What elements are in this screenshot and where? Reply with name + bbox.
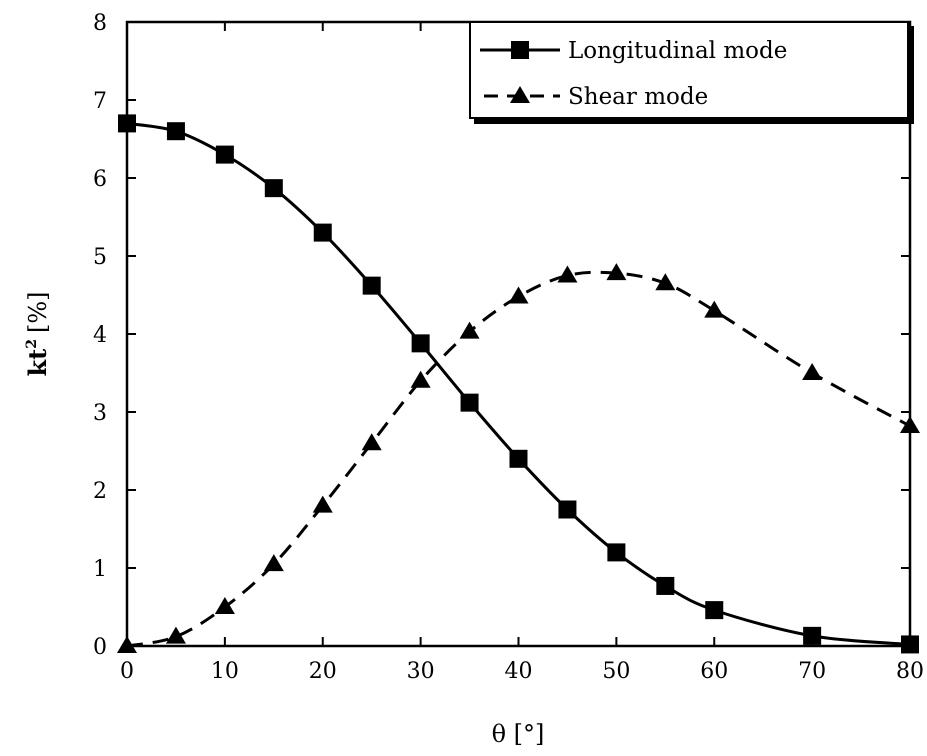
x-axis-title: θ [°] [492, 720, 545, 748]
data-point-triangle [410, 370, 431, 388]
data-point-square [901, 635, 919, 654]
data-point-square [656, 576, 675, 595]
data-point-square [362, 276, 381, 295]
data-point-square [411, 334, 430, 353]
data-point-triangle [361, 433, 382, 451]
y-tick-label: 2 [93, 479, 107, 504]
x-tick-label: 60 [700, 659, 728, 684]
series-longitudinal [118, 114, 919, 654]
legend-marker-shear [510, 86, 530, 103]
data-point-triangle [165, 626, 186, 644]
plot-area [125, 20, 912, 648]
legend-label-shear: Shear mode [568, 84, 708, 110]
data-point-triangle [900, 416, 920, 434]
x-tick-label: 30 [407, 659, 435, 684]
y-axis-title-superscript: 2 [24, 339, 40, 349]
y-tick-label: 0 [93, 635, 107, 660]
data-point-square [118, 114, 136, 133]
x-tick-label: 40 [505, 659, 533, 684]
data-point-square [166, 122, 185, 141]
data-point-triangle [459, 321, 480, 339]
data-point-triangle [606, 263, 627, 281]
x-axis-ticks: 0 10 20 30 40 50 60 70 80 [120, 22, 924, 684]
data-point-triangle [655, 273, 676, 291]
x-tick-label: 70 [798, 659, 826, 684]
data-point-triangle [557, 265, 578, 283]
y-axis-title-main: kt [23, 349, 52, 377]
y-axis-title: kt2 [%] [23, 292, 52, 377]
data-point-triangle [214, 597, 235, 614]
data-point-triangle [704, 300, 725, 318]
data-point-square [264, 179, 283, 198]
data-point-triangle [508, 286, 529, 304]
y-tick-label: 3 [93, 401, 107, 426]
legend-marker-longitudinal [511, 41, 529, 59]
y-tick-label: 4 [93, 323, 107, 348]
data-point-triangle [802, 363, 823, 380]
data-point-square [558, 500, 577, 519]
y-axis-title-unit: [%] [24, 292, 52, 334]
y-axis-ticks: 0 1 2 3 4 5 6 7 8 [93, 11, 910, 660]
x-tick-label: 50 [602, 659, 630, 684]
data-point-square [460, 393, 479, 412]
x-tick-label: 0 [120, 659, 134, 684]
legend-box [469, 21, 909, 119]
data-point-triangle [263, 554, 284, 572]
y-tick-label: 8 [93, 11, 107, 36]
x-tick-label: 10 [211, 659, 239, 684]
series-shear [117, 263, 920, 653]
data-point-triangle [312, 495, 333, 513]
data-point-square [705, 601, 724, 620]
x-tick-label: 80 [896, 659, 924, 684]
data-point-square [509, 449, 528, 468]
data-point-square [313, 223, 332, 242]
legend: Longitudinal mode Shear mode [469, 21, 909, 119]
data-point-square [803, 626, 822, 645]
x-tick-label: 20 [309, 659, 337, 684]
y-tick-label: 1 [93, 557, 107, 582]
legend-label-longitudinal: Longitudinal mode [568, 38, 787, 64]
y-tick-label: 5 [93, 245, 107, 270]
y-tick-label: 6 [93, 167, 107, 192]
y-tick-label: 7 [93, 89, 107, 114]
data-point-square [215, 145, 234, 164]
data-point-square [607, 543, 626, 562]
series-layer [117, 114, 920, 654]
data-point-triangle [117, 636, 137, 653]
